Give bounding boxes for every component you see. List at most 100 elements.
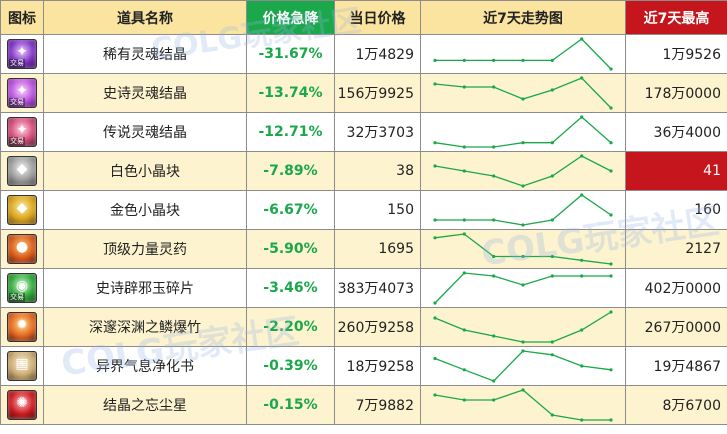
icon-glyph: ● bbox=[15, 239, 29, 255]
trend-point bbox=[580, 154, 584, 158]
trend-point bbox=[580, 258, 584, 262]
trend-point bbox=[492, 85, 496, 89]
price-drop-table: 图标 道具名称 价格急降 当日价格 近7天走势图 近7天最高 ✦ 交易 稀有灵魂结晶… bbox=[0, 0, 727, 425]
item-name: 稀有灵魂结晶 bbox=[43, 34, 247, 74]
table-row[interactable]: ◉ 交易 史诗辟邪玉碎片 -3.46% 383万4073 402万0000 bbox=[0, 268, 727, 308]
gold-crystal-icon[interactable]: ◆ bbox=[7, 195, 37, 225]
trend-cell bbox=[420, 73, 626, 113]
trend-point bbox=[462, 58, 466, 62]
trend-point bbox=[580, 274, 584, 278]
item-icon-cell: ◉ 交易 bbox=[0, 268, 44, 308]
trend-point bbox=[521, 349, 525, 353]
table-row[interactable]: ✺ 结晶之忘尘星 -0.15% 7万9882 8万6700 bbox=[0, 385, 727, 425]
trend-point bbox=[609, 310, 613, 314]
trend-sparkline bbox=[433, 115, 613, 149]
table-row[interactable]: ✦ 交易 稀有灵魂结晶 -31.67% 1万4829 1万9526 bbox=[0, 34, 727, 74]
trend-point bbox=[550, 218, 554, 222]
7day-max: 2127 bbox=[625, 229, 727, 269]
soul-crystal-epic-icon[interactable]: ✦ 交易 bbox=[7, 78, 37, 108]
trend-point bbox=[609, 106, 613, 110]
icon-glyph: ✦ bbox=[16, 83, 28, 99]
trend-point bbox=[492, 174, 496, 178]
header-icon: 图标 bbox=[0, 0, 44, 35]
table-row[interactable]: ◆ 金色小晶块 -6.67% 150 160 bbox=[0, 190, 727, 230]
table-row[interactable]: ✦ 交易 史诗灵魂结晶 -13.74% 156万9925 178万0000 bbox=[0, 73, 727, 113]
trend-point bbox=[492, 145, 496, 149]
trade-tag: 交易 bbox=[9, 293, 25, 302]
item-name: 史诗灵魂结晶 bbox=[43, 73, 247, 113]
trend-point bbox=[609, 368, 613, 372]
table-row[interactable]: ● 顶级力量灵药 -5.90% 1695 2127 bbox=[0, 229, 727, 269]
price-change: -0.39% bbox=[246, 346, 335, 386]
7day-max: 8万6700 bbox=[625, 385, 727, 425]
table-row[interactable]: ◆ 白色小晶块 -7.89% 38 41 bbox=[0, 151, 727, 191]
soul-crystal-rare-icon[interactable]: ✦ 交易 bbox=[7, 39, 37, 69]
item-icon-cell: ✦ 交易 bbox=[0, 73, 44, 113]
trend-point bbox=[433, 218, 437, 222]
trend-point bbox=[433, 301, 437, 305]
icon-glyph: ▤ bbox=[15, 356, 29, 372]
purify-book-icon[interactable]: ▤ bbox=[7, 351, 37, 381]
7day-max: 178万0000 bbox=[625, 73, 727, 113]
item-name: 金色小晶块 bbox=[43, 190, 247, 230]
jade-fragment-icon[interactable]: ◉ 交易 bbox=[7, 273, 37, 303]
trend-point bbox=[433, 82, 437, 86]
trend-point bbox=[462, 368, 466, 372]
trend-sparkline bbox=[433, 193, 613, 227]
trend-point bbox=[462, 85, 466, 89]
today-price: 260万9258 bbox=[334, 307, 421, 347]
trend-point bbox=[550, 340, 554, 344]
trend-cell bbox=[420, 190, 626, 230]
icon-glyph: ✺ bbox=[16, 395, 28, 411]
price-change: -12.71% bbox=[246, 112, 335, 152]
header-today-price[interactable]: 当日价格 bbox=[334, 0, 421, 35]
crystal-dust-icon[interactable]: ✺ bbox=[7, 390, 37, 420]
trend-point bbox=[433, 316, 437, 320]
trend-point bbox=[462, 218, 466, 222]
trend-sparkline bbox=[433, 76, 613, 110]
white-crystal-icon[interactable]: ◆ bbox=[7, 156, 37, 186]
trade-tag: 交易 bbox=[9, 98, 25, 107]
trend-sparkline bbox=[433, 349, 613, 383]
trend-point bbox=[609, 141, 613, 145]
header-7day-max[interactable]: 近7天最高 bbox=[625, 0, 727, 35]
trend-point bbox=[492, 274, 496, 278]
icon-glyph: ✦ bbox=[16, 122, 28, 138]
trend-point bbox=[580, 37, 584, 41]
item-icon-cell: ✺ bbox=[0, 385, 44, 425]
item-icon-cell: ◆ bbox=[0, 151, 44, 191]
soul-crystal-legend-icon[interactable]: ✦ 交易 bbox=[7, 117, 37, 147]
table-row[interactable]: ▤ 异界气息净化书 -0.39% 18万9258 19万4867 bbox=[0, 346, 727, 386]
trend-point bbox=[521, 141, 525, 145]
trend-point bbox=[550, 141, 554, 145]
trend-point bbox=[609, 262, 613, 266]
item-name: 顶级力量灵药 bbox=[43, 229, 247, 269]
trend-point bbox=[580, 328, 584, 332]
7day-max: 19万4867 bbox=[625, 346, 727, 386]
trend-line bbox=[434, 350, 612, 382]
trend-sparkline bbox=[433, 271, 613, 305]
table-row[interactable]: ✦ 交易 传说灵魂结晶 -12.71% 32万3703 36万4000 bbox=[0, 112, 727, 152]
trend-point bbox=[462, 232, 466, 236]
price-change: -3.46% bbox=[246, 268, 335, 308]
price-change: -2.20% bbox=[246, 307, 335, 347]
strength-potion-icon[interactable]: ● bbox=[7, 234, 37, 264]
today-price: 1695 bbox=[334, 229, 421, 269]
trend-line bbox=[434, 77, 612, 109]
price-change: -5.90% bbox=[246, 229, 335, 269]
trend-line bbox=[434, 272, 611, 304]
7day-max: 402万0000 bbox=[625, 268, 727, 308]
trend-point bbox=[550, 413, 554, 417]
today-price: 1万4829 bbox=[334, 34, 421, 74]
trend-sparkline bbox=[433, 232, 613, 266]
table-row[interactable]: ✹ 深邃深渊之鳞爆竹 -2.20% 260万9258 267万0000 bbox=[0, 307, 727, 347]
trend-point bbox=[462, 398, 466, 402]
firecracker-icon[interactable]: ✹ bbox=[7, 312, 37, 342]
header-price-drop[interactable]: 价格急降 bbox=[246, 0, 335, 35]
trend-point bbox=[521, 388, 525, 392]
trend-line bbox=[434, 233, 612, 265]
icon-glyph: ◆ bbox=[16, 200, 28, 216]
table-header-row: 图标 道具名称 价格急降 当日价格 近7天走势图 近7天最高 bbox=[0, 0, 727, 35]
trend-point bbox=[521, 254, 525, 259]
header-7day-trend: 近7天走势图 bbox=[420, 0, 626, 35]
